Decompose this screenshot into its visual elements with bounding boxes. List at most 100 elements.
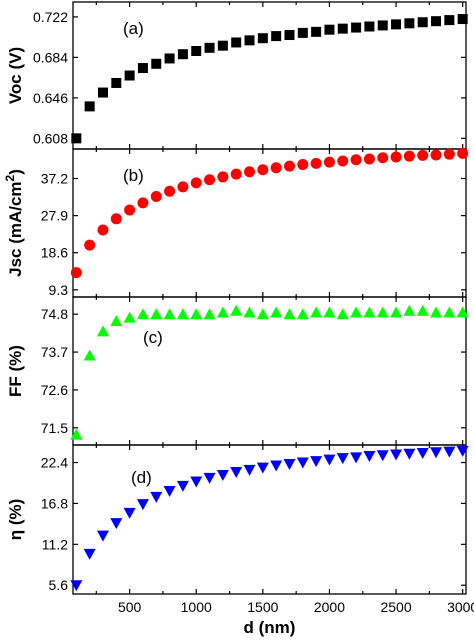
x-tick-label: 500: [118, 599, 142, 615]
x-axis-title: d (nm): [244, 618, 296, 637]
x-tick-label: 3000: [447, 599, 474, 615]
data-point: [296, 457, 309, 469]
data-point: [190, 177, 202, 189]
data-point: [177, 181, 189, 193]
data-point: [124, 204, 136, 216]
data-point: [297, 27, 308, 38]
data-point: [163, 308, 176, 320]
data-point: [150, 308, 163, 320]
y-axis-title: Jsc (mA/cm2): [3, 169, 25, 277]
data-point: [124, 70, 135, 81]
data-point: [390, 151, 402, 163]
data-point: [151, 58, 162, 69]
data-point: [310, 306, 323, 318]
data-point: [430, 306, 443, 318]
data-point: [150, 190, 162, 202]
data-point: [244, 166, 256, 178]
y-tick-label: 18.6: [41, 245, 68, 261]
data-point: [230, 304, 243, 316]
data-point: [443, 306, 456, 318]
panel-1: 0.608 0.646 0.684 0.722 (a) Voc (V): [6, 1, 468, 150]
data-point: [111, 77, 122, 88]
data-point: [96, 530, 109, 542]
plot-frame: [72, 444, 467, 595]
data-point: [84, 239, 96, 251]
data-point: [271, 31, 282, 42]
y-axis-title-close: ): [6, 169, 25, 175]
data-point: [270, 162, 282, 174]
data-point: [444, 15, 455, 26]
x-tick-label: 1000: [181, 599, 212, 615]
data-point: [244, 35, 255, 46]
y-tick-label: 22.4: [41, 455, 68, 471]
x-tick-label: 2500: [380, 599, 411, 615]
panel-label: (b): [123, 166, 144, 185]
data-point: [257, 33, 268, 44]
data-point: [416, 448, 429, 460]
y-tick-label: 74.8: [41, 306, 68, 322]
data-point: [137, 197, 149, 209]
data-point: [391, 19, 402, 30]
data-point: [204, 174, 216, 186]
data-point: [430, 149, 442, 161]
data-point: [150, 491, 163, 503]
data-point: [350, 306, 363, 318]
y-axis-title-text: Jsc (mA/cm: [6, 181, 25, 276]
data-point: [70, 428, 83, 440]
data-point: [216, 306, 229, 318]
x-tick-label: 1500: [247, 599, 278, 615]
data-point: [190, 476, 203, 488]
y-tick-label: 0.646: [33, 90, 68, 106]
panel-3: 71.5 72.6 73.7 74.8 (c) FF (%): [6, 296, 469, 446]
data-point: [376, 450, 389, 462]
data-point: [123, 507, 136, 519]
x-tick-label: 2000: [314, 599, 345, 615]
data-point: [97, 87, 108, 98]
data-point: [203, 308, 216, 320]
y-axis-title: Voc (V): [6, 47, 25, 104]
data-point: [310, 456, 323, 468]
data-point: [270, 306, 283, 318]
y-tick-label: 72.6: [41, 382, 68, 398]
y-axis-title-text: Voc (V): [6, 47, 25, 104]
data-point: [443, 148, 455, 160]
data-point: [110, 213, 122, 225]
data-point: [403, 304, 416, 316]
data-point: [350, 154, 362, 166]
data-point: [123, 311, 136, 323]
data-point: [283, 308, 296, 320]
data-point: [323, 454, 336, 466]
data-point: [456, 306, 469, 318]
panel-label: (a): [123, 19, 144, 38]
data-point: [230, 168, 242, 180]
y-tick-label: 9.3: [49, 282, 69, 298]
panel-2: 9.3 18.6 27.9 37.2 (b) Jsc (mA/cm2): [3, 147, 469, 298]
data-point: [443, 446, 456, 458]
data-point: [364, 21, 375, 32]
y-tick-label: 0.608: [33, 130, 68, 146]
data-point: [203, 472, 216, 484]
data-point: [71, 133, 82, 144]
data-point: [256, 462, 269, 474]
data-point: [403, 150, 415, 162]
data-point: [243, 464, 256, 476]
y-axis-title: η (%): [6, 499, 25, 541]
data-point: [297, 159, 309, 171]
data-point: [363, 306, 376, 318]
data-point: [457, 147, 469, 159]
y-tick-label: 11.2: [42, 536, 68, 552]
data-point: [70, 267, 82, 279]
data-point: [217, 171, 229, 183]
data-point: [270, 460, 283, 472]
data-point: [110, 315, 123, 327]
data-point: [337, 23, 348, 34]
y-tick-label: 71.5: [41, 420, 68, 436]
y-tick-label: 0.684: [33, 49, 68, 65]
data-point: [231, 37, 242, 48]
data-point: [377, 152, 389, 164]
y-axis-title: FF (%): [6, 345, 25, 397]
data-point: [377, 20, 388, 31]
panel-label: (c): [143, 328, 163, 347]
data-point: [310, 157, 322, 169]
data-point: [83, 548, 96, 560]
